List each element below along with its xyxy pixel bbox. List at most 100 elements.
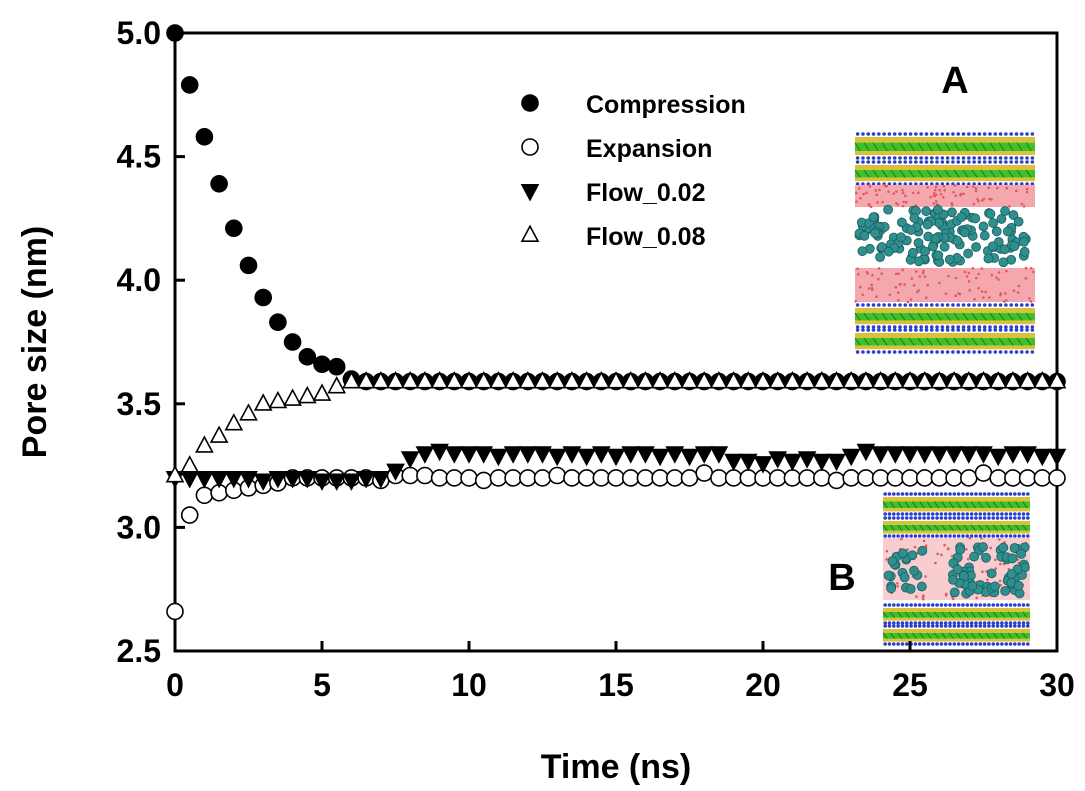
inset-atom [919, 156, 923, 160]
inset-atom [871, 350, 876, 354]
inset-bond [881, 169, 888, 178]
data-point [180, 455, 200, 473]
inset-atom [883, 512, 887, 516]
data-point [297, 385, 317, 404]
inset-atom [999, 293, 1002, 297]
inset-molecule [887, 556, 898, 566]
inset-molecule [913, 256, 924, 267]
inset-atom [1032, 270, 1035, 274]
inset-atom [956, 132, 961, 136]
inset-bond [962, 142, 969, 152]
inset-atom [974, 189, 978, 193]
inset-atom [1026, 492, 1030, 496]
data-point [239, 403, 258, 421]
inset-bond [863, 142, 870, 152]
inset-atom [930, 534, 935, 538]
data-point [533, 446, 552, 464]
inset-atom [933, 188, 937, 192]
inset-atom [1013, 603, 1017, 607]
inset-atom [965, 275, 969, 278]
inset-atom [904, 516, 909, 520]
inset-atom [915, 290, 919, 294]
inset-molecule [956, 212, 967, 222]
data-point [900, 371, 920, 389]
data-point [342, 371, 361, 389]
data-point [489, 448, 508, 467]
inset-atom [866, 303, 871, 307]
inset-molecule [1019, 246, 1030, 257]
inset-atom [987, 603, 991, 607]
inset-atom [1017, 534, 1021, 538]
inset-atom [919, 328, 923, 332]
inset-atom [1004, 292, 1007, 295]
inset-atom [988, 303, 992, 307]
inset-molecule [933, 204, 943, 215]
inset-atom [998, 350, 1003, 354]
data-point [841, 448, 861, 467]
inset-atom [1009, 303, 1013, 307]
data-point [313, 355, 331, 374]
inset-atom [1025, 328, 1029, 332]
data-point [577, 469, 596, 487]
inset-atom [1025, 156, 1029, 160]
inset-molecule [1013, 580, 1024, 591]
data-point [915, 469, 934, 487]
inset-bond [953, 312, 960, 321]
inset-atom [909, 512, 913, 516]
inset-atom [940, 160, 945, 164]
inset-atom [914, 303, 918, 307]
inset-atom [1004, 325, 1008, 329]
inset-atom [877, 132, 881, 136]
inset-atom [945, 160, 950, 164]
data-point [1003, 446, 1023, 464]
inset-atom [896, 516, 900, 520]
inset-atom [939, 534, 944, 538]
inset-atom [935, 624, 939, 628]
inset-atom [892, 182, 897, 186]
inset-atom [967, 132, 971, 136]
inset-atom [898, 283, 901, 286]
inset-atom [1017, 642, 1021, 646]
data-point [430, 469, 449, 487]
inset-atom [1019, 132, 1024, 136]
inset-atom [989, 546, 993, 550]
inset-atom [987, 512, 991, 516]
data-point [533, 371, 552, 389]
inset-atom [1026, 534, 1030, 538]
inset-atom [1012, 289, 1016, 292]
inset-atom [877, 303, 881, 307]
data-point [503, 446, 523, 464]
data-point [210, 174, 228, 193]
inset-atom [1014, 325, 1019, 329]
inset-atom [902, 200, 905, 204]
inset-molecule [983, 253, 994, 264]
data-point [665, 446, 685, 464]
inset-atom [969, 492, 974, 496]
data-point [166, 24, 184, 42]
inset-atom [1013, 534, 1017, 538]
data-point [930, 469, 949, 487]
data-point [901, 469, 919, 487]
inset-atom [896, 298, 900, 302]
inset-atom [885, 549, 889, 553]
inset-atom [855, 132, 860, 136]
inset-atom [855, 350, 860, 354]
inset-atom [914, 328, 918, 332]
inset-atom [1027, 297, 1031, 300]
inset-atom [961, 624, 965, 628]
data-point [856, 443, 876, 462]
inset-bond [1007, 524, 1013, 532]
inset-bond [953, 142, 960, 152]
inset-bond [863, 337, 870, 346]
inset-atom [951, 328, 955, 332]
inset-layer [883, 524, 1030, 531]
inset-atom [1014, 350, 1019, 354]
inset-bond [1016, 337, 1023, 346]
inset-bond [899, 312, 906, 321]
inset-atom [935, 516, 939, 520]
data-point [1047, 448, 1067, 467]
inset-bond [904, 632, 910, 640]
data-point [180, 470, 200, 489]
inset-atom [965, 534, 970, 538]
inset-atom [883, 603, 887, 607]
